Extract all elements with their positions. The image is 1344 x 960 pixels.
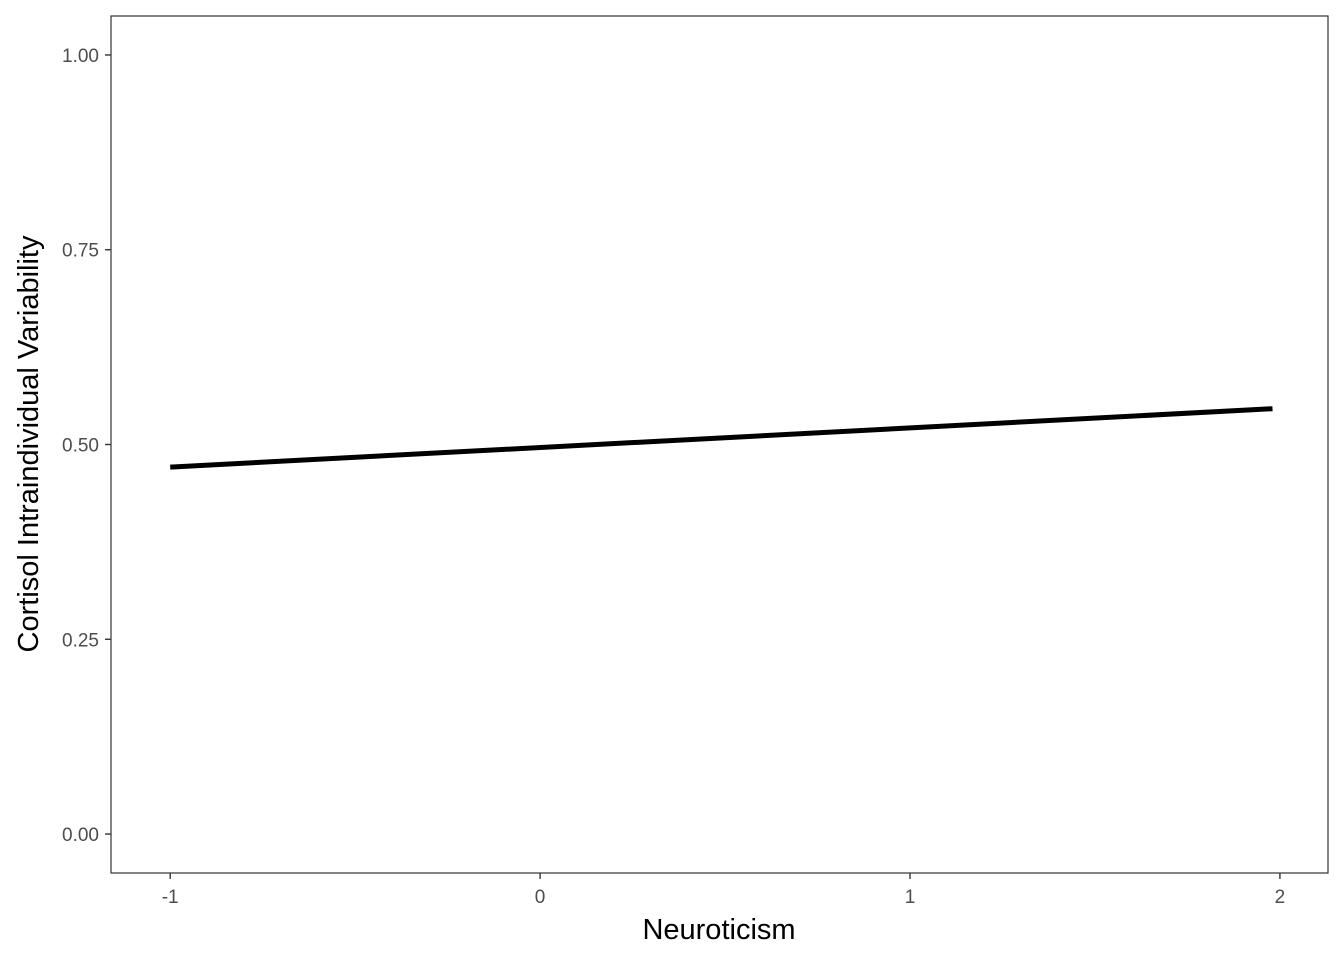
x-axis-title: Neuroticism <box>642 914 795 946</box>
y-axis: 0.00 0.25 0.50 0.75 1.00 <box>62 46 111 846</box>
y-tick-label: 0.00 <box>62 825 99 846</box>
x-tick-label: 2 <box>1275 887 1286 908</box>
x-tick-label: -1 <box>162 887 179 908</box>
x-axis: -1 0 1 2 <box>162 873 1285 908</box>
x-tick-label: 1 <box>905 887 916 908</box>
y-tick-label: 1.00 <box>62 46 99 67</box>
y-tick-label: 0.25 <box>62 630 99 651</box>
y-axis-title: Cortisol Intraindividual Variability <box>13 235 45 652</box>
x-tick-label: 0 <box>535 887 546 908</box>
series-layer <box>170 406 1273 470</box>
y-tick-label: 0.50 <box>62 436 99 457</box>
y-tick-label: 0.75 <box>62 241 99 262</box>
plot-panel <box>110 15 1329 874</box>
regression-line <box>170 406 1273 470</box>
